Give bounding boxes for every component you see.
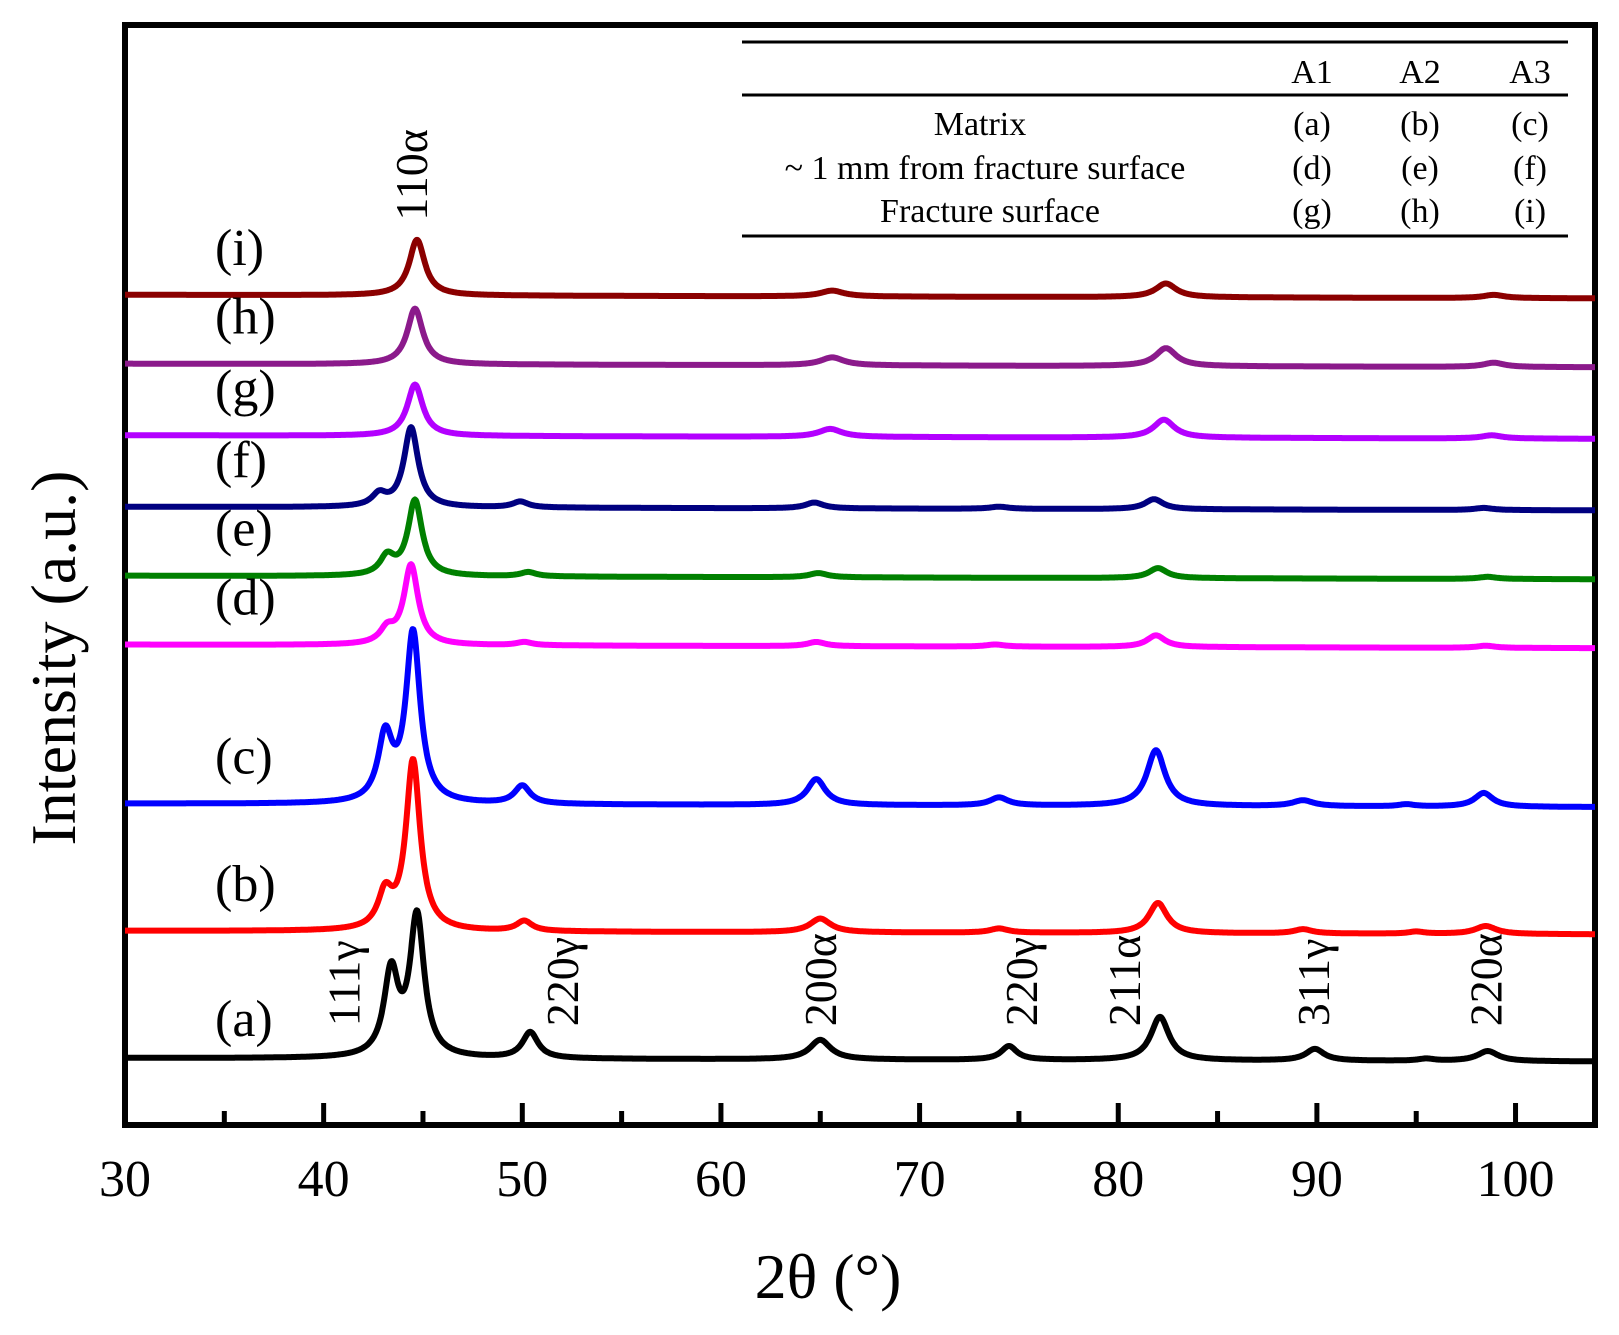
inset-col-a2: A2 — [1399, 54, 1441, 91]
peak-label: 220γ — [537, 937, 588, 1026]
curve-label-g: (g) — [215, 360, 276, 417]
curve-g — [122, 381, 1598, 442]
curve-label-d: (d) — [215, 570, 276, 627]
curve-f — [122, 424, 1598, 514]
peak-label: 220α — [1461, 933, 1512, 1026]
x-tick-label: 50 — [496, 1151, 548, 1208]
curve-h — [122, 305, 1598, 371]
inset-col-a1: A1 — [1291, 54, 1333, 91]
inset-row-fracture-a3: (i) — [1514, 193, 1546, 230]
peak-label: 211α — [1099, 935, 1150, 1026]
inset-row-near-a1: (d) — [1292, 150, 1332, 187]
inset-row-matrix-label: Matrix — [934, 106, 1027, 143]
x-tick-label: 30 — [99, 1151, 151, 1208]
y-axis-title: Intensity (a.u.) — [18, 471, 89, 846]
curve-labels: (a) (b) (c) (d) (e) (f) (g) (h) (i) — [215, 220, 276, 1048]
x-axis-title-text: 2θ (°) — [755, 1241, 902, 1312]
curve-i — [122, 236, 1598, 302]
inset-col-a3: A3 — [1509, 54, 1551, 91]
x-tick-label: 60 — [695, 1151, 747, 1208]
inset-row-matrix-a1: (a) — [1293, 106, 1331, 143]
peak-labels: 110α 111γ 220γ 200α 220γ 211α 311γ 220α — [318, 129, 1511, 1026]
curve-label-c: (c) — [215, 729, 273, 786]
peak-label: 111γ — [318, 940, 369, 1026]
curve-a — [122, 907, 1598, 1065]
inset-row-near-a2: (e) — [1401, 150, 1439, 187]
x-axis-ticks — [122, 1103, 1519, 1125]
curve-c — [122, 626, 1598, 810]
x-axis-tick-labels: 30 40 50 60 70 80 90 100 — [99, 1151, 1555, 1208]
curve-label-a: (a) — [215, 991, 273, 1048]
inset-row-fracture-a2: (h) — [1400, 193, 1440, 230]
inset-row-matrix-a3: (c) — [1511, 106, 1549, 143]
curve-e — [122, 496, 1598, 583]
peak-label: 110α — [386, 129, 437, 220]
x-axis-title: 2θ (°) — [755, 1241, 902, 1312]
curve-label-f: (f) — [215, 432, 267, 489]
inset-row-near-label: ~ 1 mm from fracture surface — [785, 150, 1186, 187]
peak-label: 220γ — [996, 937, 1047, 1026]
inset-row-fracture-label: Fracture surface — [880, 193, 1100, 230]
x-tick-label: 100 — [1477, 1151, 1555, 1208]
x-tick-label: 80 — [1092, 1151, 1144, 1208]
inset-row-matrix-a2: (b) — [1400, 106, 1440, 143]
curve-label-i: (i) — [215, 220, 264, 277]
curve-label-b: (b) — [215, 856, 276, 913]
peak-label: 311γ — [1288, 939, 1339, 1027]
curve-label-h: (h) — [215, 289, 276, 346]
inset-row-near-a3: (f) — [1513, 150, 1547, 187]
curve-b — [122, 756, 1598, 938]
curve-d — [122, 561, 1598, 652]
x-tick-label: 40 — [298, 1151, 350, 1208]
x-tick-label: 70 — [894, 1151, 946, 1208]
x-tick-label: 90 — [1291, 1151, 1343, 1208]
inset-table: A1 A2 A3 Matrix (a) (b) (c) ~ 1 mm from … — [742, 40, 1568, 238]
inset-row-fracture-a1: (g) — [1292, 193, 1332, 230]
curve-label-e: (e) — [215, 501, 273, 558]
diffraction-curves — [122, 236, 1598, 1065]
peak-label: 200α — [795, 933, 846, 1026]
